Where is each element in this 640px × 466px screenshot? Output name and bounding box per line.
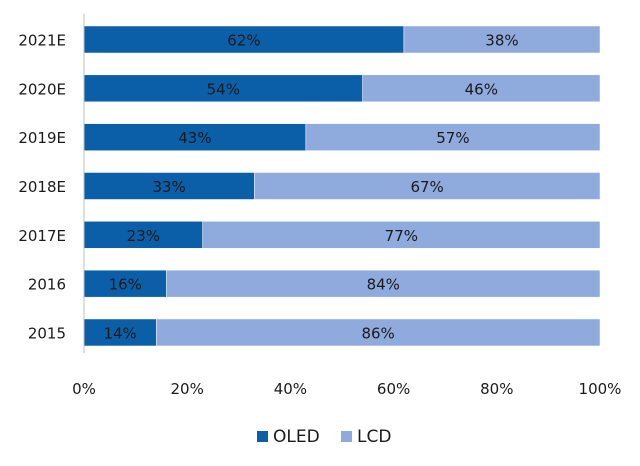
- data-label-lcd: 84%: [367, 276, 400, 294]
- legend-swatch-lcd: [341, 431, 352, 442]
- bar-segment-oled: [83, 123, 307, 151]
- bar-segment-lcd: [166, 269, 601, 298]
- x-tick-label: 20%: [171, 380, 204, 398]
- data-label-oled: 33%: [152, 178, 185, 196]
- category-label: 2016: [28, 276, 66, 294]
- x-tick-label: 80%: [480, 380, 513, 398]
- x-tick-label: 60%: [377, 380, 410, 398]
- bar-segment-lcd: [362, 74, 601, 103]
- data-label-oled: 62%: [227, 32, 260, 50]
- bar-segment-oled: [83, 74, 363, 103]
- legend-label-lcd: LCD: [357, 427, 391, 447]
- data-label-lcd: 86%: [361, 324, 394, 342]
- legend-label-oled: OLED: [273, 427, 320, 447]
- bar-segment-lcd: [202, 221, 601, 249]
- data-label-lcd: 77%: [385, 227, 418, 245]
- x-tick-label: 0%: [72, 380, 96, 398]
- data-label-lcd: 38%: [485, 32, 518, 50]
- data-label-lcd: 57%: [436, 129, 469, 147]
- data-label-oled: 54%: [207, 80, 240, 98]
- data-label-oled: 23%: [127, 227, 160, 245]
- category-label: 2021E: [18, 32, 66, 50]
- bar-segment-lcd: [155, 318, 601, 347]
- bar-segment-lcd: [305, 123, 601, 151]
- data-label-oled: 16%: [109, 276, 142, 294]
- bar-segment-lcd: [403, 25, 601, 54]
- bar-segment-oled: [83, 25, 405, 54]
- bar-segment-lcd: [254, 172, 601, 200]
- bar-segment-oled: [83, 172, 255, 200]
- x-tick-label: 40%: [274, 380, 307, 398]
- category-label: 2017E: [18, 227, 66, 245]
- category-label: 2019E: [18, 129, 66, 147]
- legend-swatch-oled: [257, 431, 268, 442]
- category-label: 2015: [28, 324, 66, 342]
- data-label-oled: 43%: [178, 129, 211, 147]
- category-label: 2018E: [18, 178, 66, 196]
- category-label: 2020E: [18, 80, 66, 98]
- data-label-lcd: 67%: [410, 178, 443, 196]
- legend: OLED LCD: [257, 427, 391, 447]
- x-tick-label: 100%: [579, 380, 622, 398]
- bar-segment-oled: [83, 318, 157, 347]
- data-label-lcd: 46%: [465, 80, 498, 98]
- data-label-oled: 14%: [103, 324, 136, 342]
- bars-layer: 62% 38% 54% 46% 43% 57% 33% 67% 23% 77% 16% 84% 14% 8…: [83, 25, 601, 347]
- axis-layer: 2021E 2020E 2019E 2018E 2017E 2016 2015 0% 20% 40…: [18, 14, 621, 398]
